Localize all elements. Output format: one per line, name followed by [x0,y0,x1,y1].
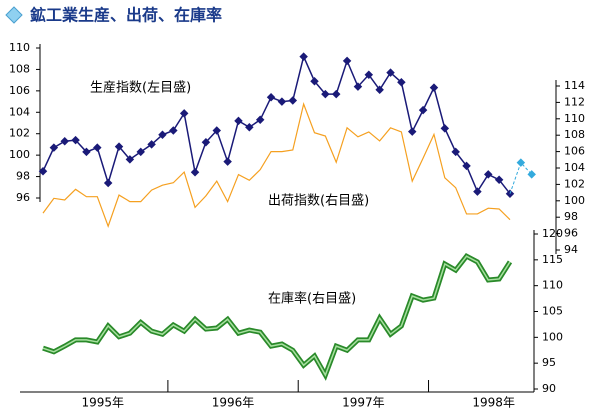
point [277,97,287,106]
point [49,143,59,152]
y-tick-label: 108 [9,62,30,75]
y-tick-label: 96 [16,191,30,204]
series-label: 出荷指数(右目盛) [268,194,369,209]
point [223,157,232,166]
y-tick-label: 95 [542,356,556,369]
forecast-line [509,161,533,194]
point [321,89,330,99]
point [245,123,254,132]
point [38,166,48,176]
point [158,130,167,140]
point [342,56,352,66]
point [93,143,102,152]
y-tick-label: 112 [564,95,585,108]
point [212,126,222,135]
point [353,82,363,91]
y-tick-label: 115 [542,253,563,266]
line [42,255,511,377]
point [288,96,298,105]
point [375,85,384,95]
point [255,115,265,125]
y-tick-label: 100 [9,148,30,161]
point [234,116,243,126]
y-tick-label: 100 [542,330,563,343]
point [179,109,189,118]
y-tick-label: 94 [564,243,578,256]
point [169,126,178,135]
point [103,178,113,188]
y-tick-label: 110 [564,112,585,125]
y-tick-label: 102 [9,127,30,140]
line [42,54,511,195]
chart-title: 鉱工業生産、出荷、在庫率 [30,6,222,25]
point [418,105,428,115]
y-tick-label: 104 [564,161,585,174]
point [484,170,493,179]
line-outline [42,253,513,381]
y-tick-label: 120 [542,227,563,240]
y-tick-label: 100 [564,194,585,207]
y-tick-label: 110 [9,41,30,54]
point [82,147,91,157]
y-tick-label: 90 [542,382,556,395]
y-tick-label: 105 [542,305,563,318]
point [429,83,439,92]
point [201,138,211,147]
x-tick-label: 1998年 [472,396,515,410]
point [136,147,145,157]
line [42,101,511,228]
point [125,155,135,164]
point [331,89,341,99]
y-tick-label: 98 [564,210,578,223]
y-tick-label: 106 [564,145,585,158]
y-tick-label: 96 [564,227,578,240]
y-tick-label: 98 [16,170,30,183]
point [386,68,395,77]
point [60,136,69,146]
y-tick-label: 106 [9,84,30,97]
point [494,175,504,185]
x-tick-label: 1997年 [342,396,385,410]
point [190,168,200,177]
point [440,124,450,133]
point [299,52,308,61]
forecast-point [527,170,536,179]
series-label: 在庫率(右目盛) [268,291,356,307]
point [451,147,460,157]
point [147,140,156,149]
point [364,70,374,80]
y-tick-label: 102 [564,177,585,190]
x-tick-label: 1996年 [212,396,255,410]
y-tick-label: 104 [9,105,30,118]
y-tick-label: 114 [564,79,585,92]
point [266,93,276,102]
point [397,78,406,87]
series-label: 生産指数(左目盛) [90,80,191,96]
point [462,161,471,171]
point [71,135,80,145]
title-icon [5,6,23,24]
point [310,76,319,86]
y-tick-label: 108 [564,128,585,141]
x-tick-label: 1995年 [81,396,124,410]
point [114,142,124,151]
y-tick-label: 110 [542,279,563,292]
point [407,127,417,136]
point [473,187,482,196]
